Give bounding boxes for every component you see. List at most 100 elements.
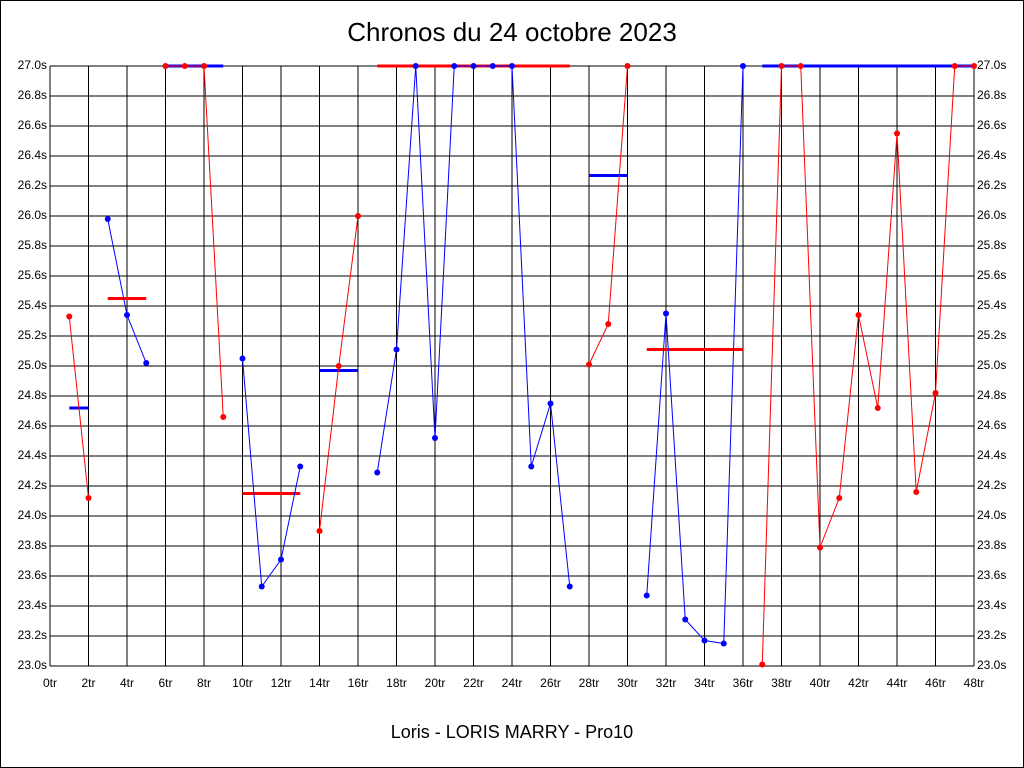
data-point	[104, 216, 111, 222]
x-tick-label: 30tr	[617, 676, 638, 690]
data-point	[778, 63, 785, 69]
x-tick-label: 48tr	[964, 676, 985, 690]
y2-tick-label: 26.4s	[977, 148, 1006, 162]
x-tick-label: 4tr	[120, 676, 134, 690]
y2-tick-label: 24.4s	[977, 448, 1006, 462]
data-point	[393, 346, 400, 353]
data-point	[701, 637, 708, 644]
data-point	[663, 310, 669, 317]
y2-tick-label: 26.6s	[977, 118, 1006, 132]
data-point	[797, 63, 804, 69]
data-point	[470, 63, 477, 69]
y2-tick-label: 23.4s	[977, 598, 1006, 612]
data-point	[85, 495, 92, 501]
y-tick-label: 26.0s	[18, 208, 47, 222]
y2-tick-label: 23.6s	[977, 568, 1006, 582]
data-point	[624, 63, 631, 69]
y2-tick-label: 25.2s	[977, 328, 1006, 342]
data-point	[297, 463, 304, 470]
y-tick-label: 25.0s	[18, 358, 47, 372]
y-tick-label: 25.4s	[18, 298, 47, 312]
plot	[66, 63, 977, 668]
x-tick-label: 24tr	[502, 676, 523, 690]
y-tick-label: 23.6s	[18, 568, 47, 582]
y-tick-label: 24.4s	[18, 448, 47, 462]
y-tick-label: 23.0s	[18, 658, 47, 672]
data-point	[932, 390, 939, 396]
y2-tick-label: 23.0s	[977, 658, 1006, 672]
data-point	[201, 63, 207, 69]
y-tick-label: 26.4s	[18, 148, 47, 162]
y-tick-label: 25.6s	[18, 268, 47, 282]
y-tick-label: 23.2s	[18, 628, 47, 642]
data-point	[335, 363, 342, 369]
x-tick-label: 14tr	[309, 676, 330, 690]
series-line	[68, 316, 89, 499]
data-point	[181, 63, 188, 69]
x-tick-label: 34tr	[694, 676, 715, 690]
x-tick-label: 26tr	[540, 676, 561, 690]
y2-tick-label: 25.6s	[977, 268, 1006, 282]
data-point	[220, 414, 227, 420]
chart-title: Chronos du 24 octobre 2023	[347, 17, 677, 47]
y-tick-label: 24.8s	[18, 388, 47, 402]
x-axis-label: Loris - LORIS MARRY - Pro10	[391, 722, 633, 742]
data-point	[720, 640, 727, 647]
y2-tick-label: 24.6s	[977, 418, 1006, 432]
data-point	[913, 489, 920, 495]
data-point	[682, 616, 689, 623]
y2-tick-label: 23.2s	[977, 628, 1006, 642]
x-tick-label: 36tr	[733, 676, 754, 690]
y-tick-label: 24.2s	[18, 478, 47, 492]
series-line	[165, 65, 224, 418]
data-point	[874, 405, 881, 411]
x-tick-label: 40tr	[810, 676, 831, 690]
data-point	[278, 556, 284, 563]
data-point	[566, 583, 573, 590]
x-tick-label: 2tr	[81, 676, 95, 690]
y-tick-label: 26.2s	[18, 178, 47, 192]
y2-tick-label: 26.8s	[977, 88, 1006, 102]
grid: 23.0s 23.0s 23.2s 23.2s 23.4s 23.4s 23.6s 23.6s…	[18, 58, 1007, 690]
series-line	[761, 65, 974, 665]
data-point	[759, 661, 766, 668]
data-point	[489, 63, 496, 69]
y-tick-label: 25.2s	[18, 328, 47, 342]
data-point	[528, 463, 535, 470]
series-line	[646, 65, 744, 645]
y2-tick-label: 24.8s	[977, 388, 1006, 402]
x-tick-label: 42tr	[848, 676, 869, 690]
x-tick-label: 20tr	[425, 676, 446, 690]
data-point	[836, 495, 843, 501]
y-tick-label: 26.8s	[18, 88, 47, 102]
x-tick-label: 22tr	[463, 676, 484, 690]
y-tick-label: 27.0s	[18, 58, 47, 72]
y-tick-label: 23.4s	[18, 598, 47, 612]
x-tick-label: 28tr	[579, 676, 600, 690]
x-tick-label: 8tr	[197, 676, 211, 690]
data-point	[143, 360, 150, 366]
data-point	[855, 312, 862, 318]
x-tick-label: 32tr	[656, 676, 677, 690]
y-tick-label: 24.6s	[18, 418, 47, 432]
x-tick-label: 12tr	[271, 676, 292, 690]
y2-tick-label: 27.0s	[977, 58, 1006, 72]
x-tick-label: 6tr	[158, 676, 172, 690]
data-point	[509, 63, 515, 69]
y2-tick-label: 25.0s	[977, 358, 1006, 372]
data-point	[951, 63, 958, 69]
data-point	[258, 583, 265, 590]
data-point	[66, 313, 73, 320]
data-point	[971, 63, 977, 69]
y2-tick-label: 26.2s	[977, 178, 1006, 192]
data-point	[894, 130, 900, 137]
data-point	[586, 361, 592, 368]
data-point	[124, 312, 130, 318]
y2-tick-label: 25.4s	[977, 298, 1006, 312]
x-tick-label: 18tr	[386, 676, 407, 690]
data-point	[239, 355, 246, 362]
x-tick-label: 0tr	[43, 676, 57, 690]
y2-tick-label: 23.8s	[977, 538, 1006, 552]
x-tick-label: 10tr	[232, 676, 253, 690]
